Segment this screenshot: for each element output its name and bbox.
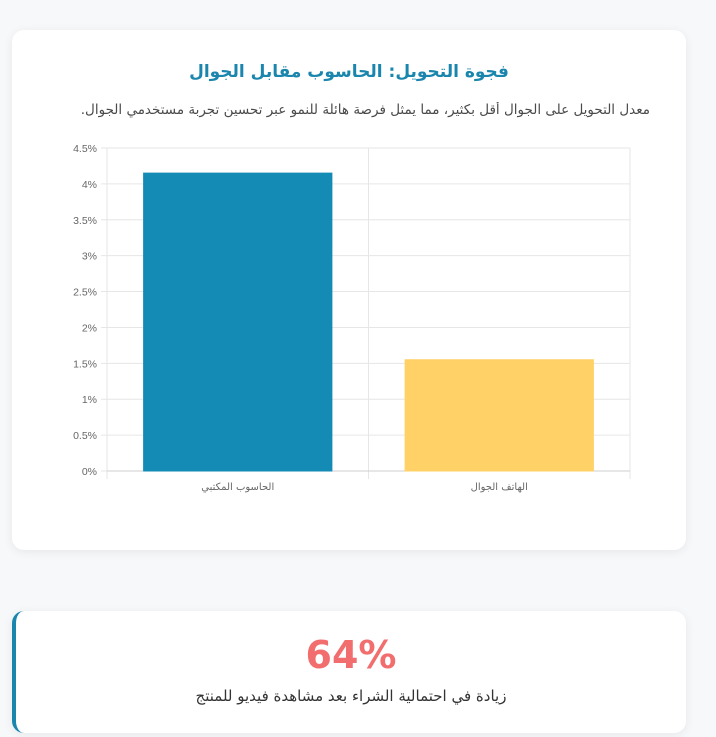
y-tick-label: 0.5%	[73, 430, 97, 442]
chart-card: فجوة التحويل: الحاسوب مقابل الجوال معدل …	[12, 30, 686, 550]
conversion-bar-chart: 0% 0.5% 1% 1.5% 2% 2.5% 3% 3.5% 4% 4.5% الحاسوب ال…	[73, 143, 631, 493]
y-tick-label: 2%	[82, 322, 97, 334]
bar	[143, 172, 333, 472]
chart-title: فجوة التحويل: الحاسوب مقابل الجوال	[189, 62, 509, 82]
y-tick-label: 3%	[82, 251, 97, 263]
bar	[404, 359, 594, 472]
y-tick-label: 2.5%	[73, 287, 97, 299]
stat-value: 64%	[305, 633, 397, 677]
y-tick-label: 1.5%	[73, 358, 97, 370]
chart-subtitle: معدل التحويل على الجوال أقل بكثير، مما ي…	[80, 102, 650, 118]
y-tick-label: 4.5%	[73, 143, 97, 155]
y-tick-label: 1%	[82, 394, 97, 406]
stat-label: زيادة في احتمالية الشراء بعد مشاهدة فيدي…	[195, 687, 507, 705]
stat-card: 64% زيادة في احتمالية الشراء بعد مشاهدة …	[12, 611, 686, 733]
y-tick-label: 0%	[82, 466, 97, 478]
x-tick-label: الهاتف الجوال	[471, 482, 528, 493]
y-tick-label: 4%	[82, 179, 97, 191]
x-tick-label: الحاسوب المكتبي	[201, 482, 274, 493]
y-tick-label: 3.5%	[73, 215, 97, 227]
